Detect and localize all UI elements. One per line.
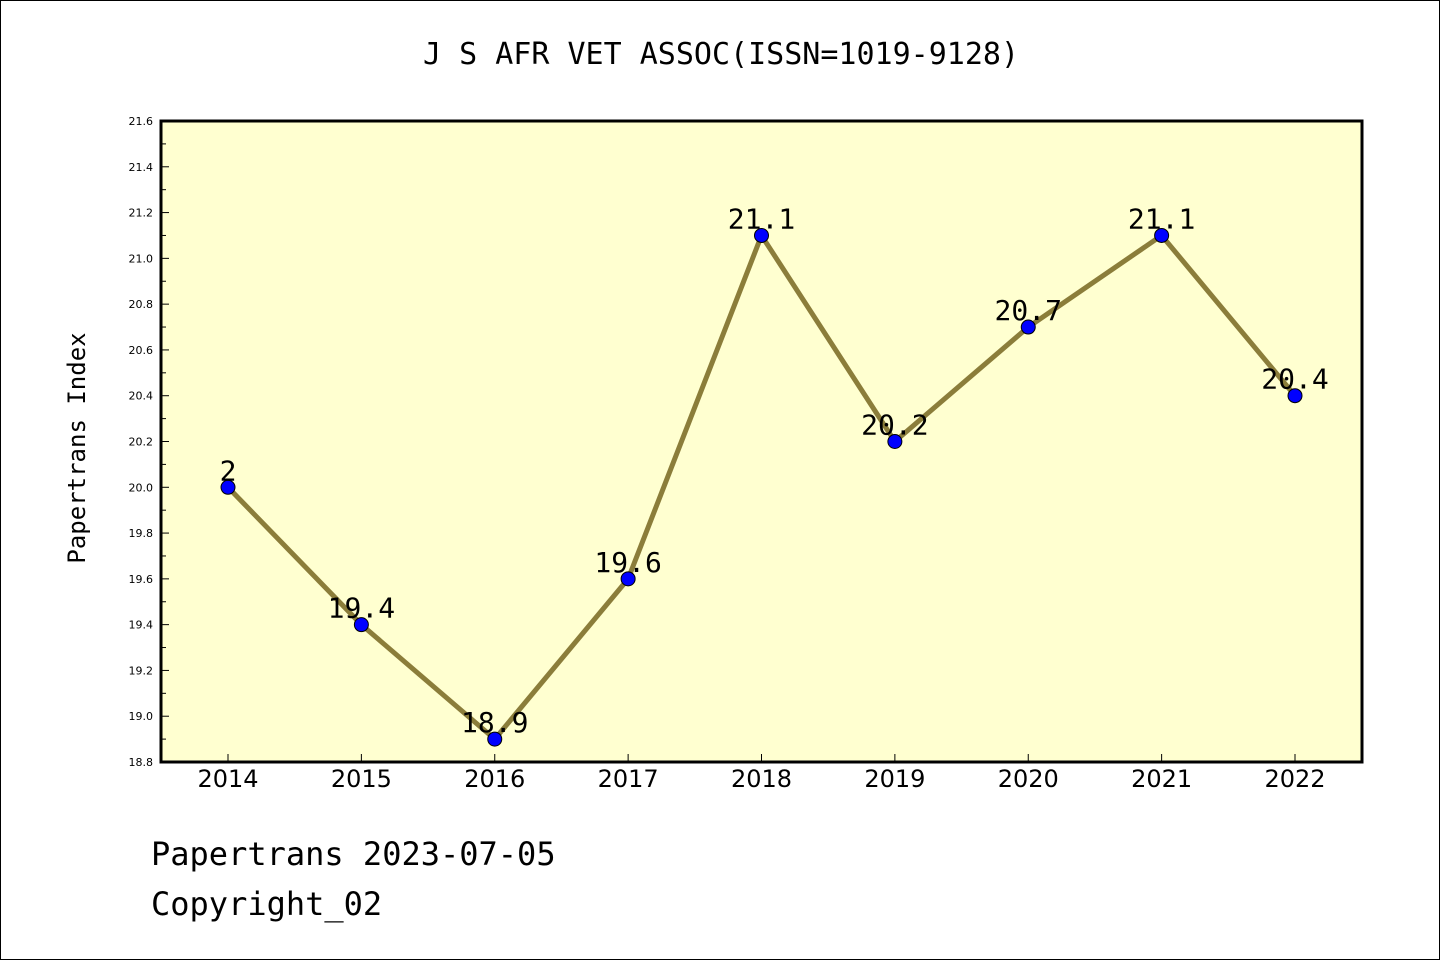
y-tick-label: 21.6	[129, 115, 154, 128]
data-label: 19.4	[328, 592, 395, 625]
data-point	[620, 571, 636, 587]
data-label: 20.2	[861, 409, 928, 442]
data-point	[1154, 227, 1170, 243]
x-tick-label: 2014	[197, 765, 258, 793]
y-tick-label: 19.4	[129, 619, 154, 632]
data-label: 2	[220, 454, 237, 487]
x-tick-label: 2021	[1131, 765, 1192, 793]
data-label: 21.1	[1128, 202, 1195, 235]
y-tick-label: 19.6	[129, 573, 154, 586]
y-tick-label: 20.0	[129, 481, 154, 494]
y-tick-label: 21.4	[129, 161, 154, 174]
x-tick-label: 2022	[1264, 765, 1325, 793]
data-label: 19.6	[594, 546, 661, 579]
data-point	[1020, 319, 1036, 335]
y-axis: 18.8 19.0 19.2 19.4 19.6 19.8 20.0 20.2 20.4 20.6…	[129, 115, 169, 769]
data-label: 21.1	[728, 202, 795, 235]
x-axis: 2014 2015 2016 2017 2018 2019 2020 2021 2022	[197, 754, 1326, 793]
footer-date: Papertrans 2023-07-05	[151, 835, 556, 873]
y-tick-label: 19.2	[129, 664, 154, 677]
y-tick-label: 19.8	[129, 527, 154, 540]
data-point	[487, 731, 503, 747]
data-point	[1287, 388, 1303, 404]
data-point	[353, 617, 369, 633]
data-label: 18.9	[461, 706, 528, 739]
x-tick-label: 2018	[731, 765, 792, 793]
footer-copyright: Copyright_02	[151, 885, 383, 923]
y-tick-label: 21.2	[129, 207, 154, 220]
y-tick-label: 20.2	[129, 436, 154, 449]
y-tick-label: 18.8	[129, 756, 154, 769]
data-point	[220, 479, 236, 495]
y-tick-label: 21.0	[129, 252, 154, 265]
x-tick-label: 2019	[864, 765, 925, 793]
y-tick-label: 20.8	[129, 298, 154, 311]
data-label: 20.4	[1261, 363, 1328, 396]
y-tick-label: 19.0	[129, 710, 154, 723]
y-tick-label: 20.6	[129, 344, 154, 357]
series-markers	[220, 227, 1303, 747]
plot-area	[159, 119, 1364, 764]
x-tick-label: 2017	[598, 765, 659, 793]
y-tick-label: 20.4	[129, 390, 154, 403]
chart-title: J S AFR VET ASSOC(ISSN=1019-9128)	[422, 37, 1020, 72]
x-tick-label: 2016	[464, 765, 525, 793]
data-labels: 2 19.4 18.9 19.6 21.1 20.2 20.7 21.1 20.4	[220, 202, 1329, 739]
data-point	[754, 227, 769, 243]
x-tick-label: 2020	[998, 765, 1059, 793]
data-point	[887, 434, 903, 449]
data-label: 20.7	[995, 294, 1062, 327]
x-tick-label: 2015	[331, 765, 392, 793]
